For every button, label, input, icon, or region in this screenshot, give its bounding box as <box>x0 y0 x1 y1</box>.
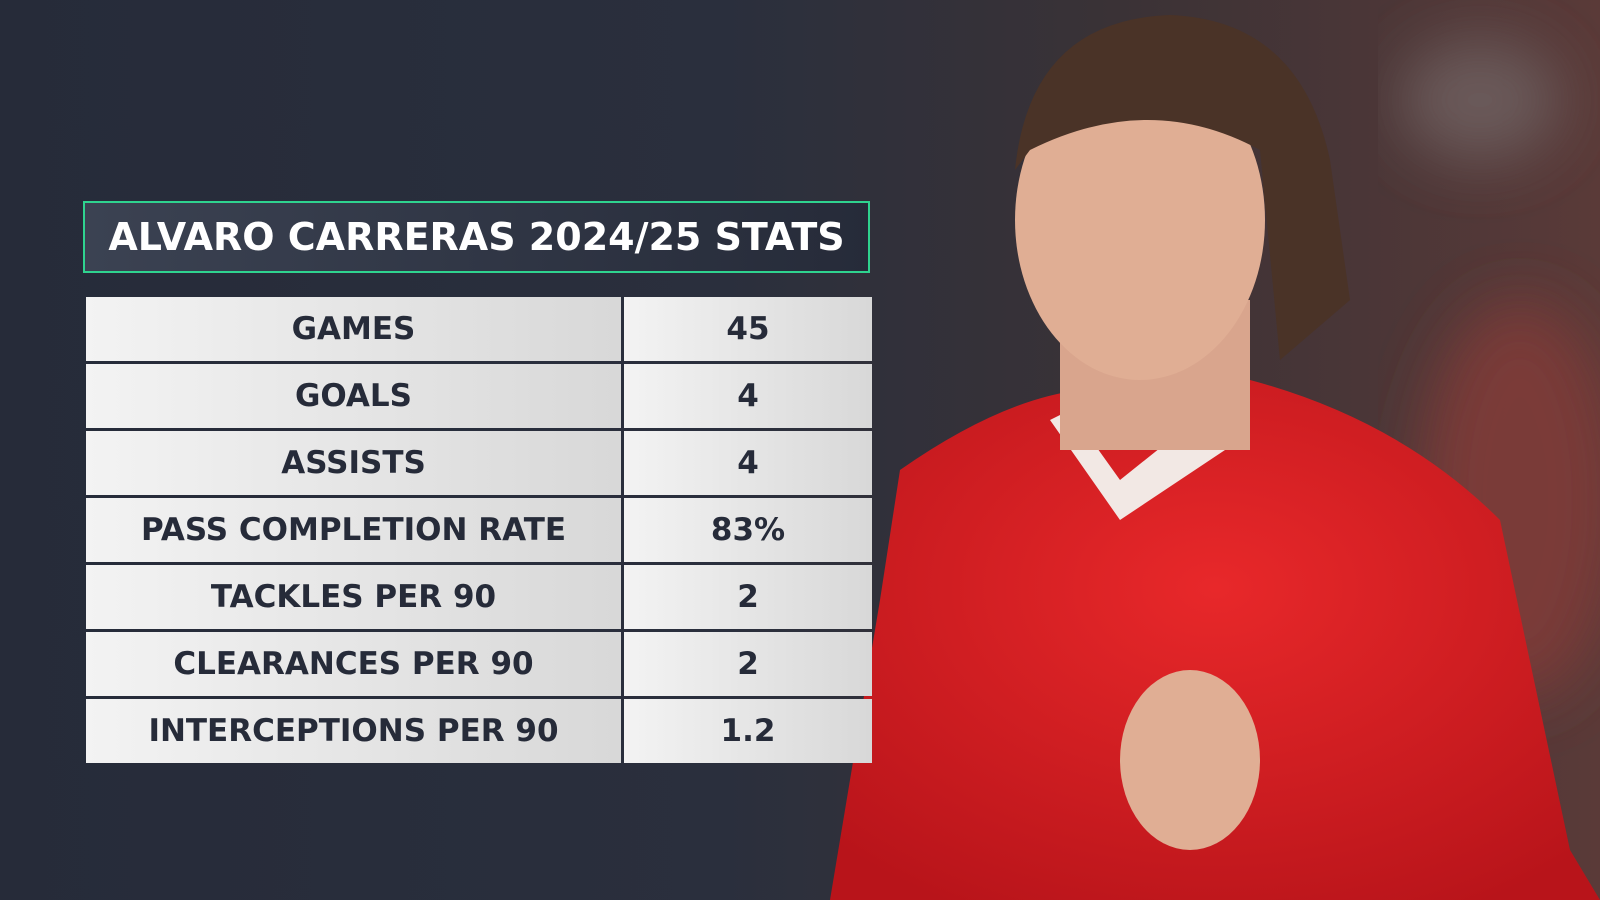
stat-row: TACKLES PER 90 2 <box>86 565 872 629</box>
stat-value: 45 <box>624 297 872 361</box>
stat-label: TACKLES PER 90 <box>86 565 621 629</box>
shirt <box>830 380 1600 900</box>
stats-table: GAMES 45 GOALS 4 ASSISTS 4 PASS COMPLETION RAT… <box>86 297 872 766</box>
stat-label: GAMES <box>86 297 621 361</box>
stat-row: GAMES 45 <box>86 297 872 361</box>
stat-value: 2 <box>624 565 872 629</box>
stat-row: INTERCEPTIONS PER 90 1.2 <box>86 699 872 763</box>
stat-value: 4 <box>624 364 872 428</box>
stat-value: 1.2 <box>624 699 872 763</box>
stat-label: GOALS <box>86 364 621 428</box>
face <box>1015 60 1265 380</box>
stat-label: INTERCEPTIONS PER 90 <box>86 699 621 763</box>
stat-row: GOALS 4 <box>86 364 872 428</box>
stat-label: CLEARANCES PER 90 <box>86 632 621 696</box>
stat-value: 4 <box>624 431 872 495</box>
stat-value: 2 <box>624 632 872 696</box>
hair <box>1015 15 1350 360</box>
stat-row: PASS COMPLETION RATE 83% <box>86 498 872 562</box>
hand <box>1120 670 1260 850</box>
stat-label: PASS COMPLETION RATE <box>86 498 621 562</box>
stat-row: CLEARANCES PER 90 2 <box>86 632 872 696</box>
title: ALVARO CARRERAS 2024/25 STATS <box>83 201 870 273</box>
stat-label: ASSISTS <box>86 431 621 495</box>
stat-row: ASSISTS 4 <box>86 431 872 495</box>
stat-value: 83% <box>624 498 872 562</box>
